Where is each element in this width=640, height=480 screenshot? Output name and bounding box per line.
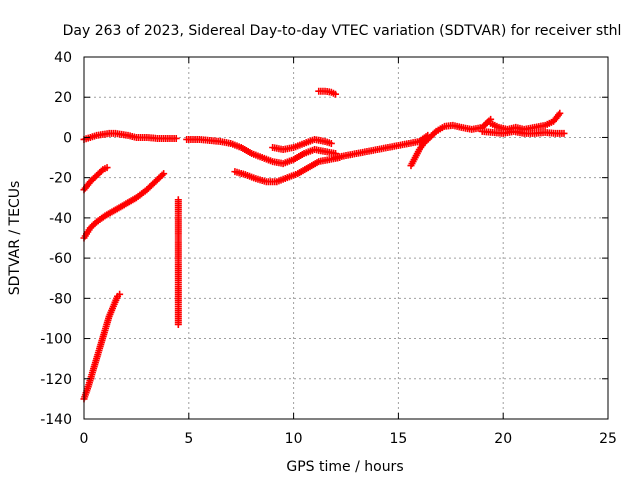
data-point [246,149,254,157]
data-point [122,131,130,139]
data-point [413,138,421,146]
data-point [92,357,100,365]
data-series [487,109,564,133]
y-tick-label: -120 [40,372,72,388]
y-tick-label: -60 [49,251,72,267]
data-point [392,142,400,150]
data-point [101,165,109,173]
x-tick-label: 0 [80,431,89,447]
data-series [269,135,335,154]
data-point [96,343,104,351]
data-point [329,89,337,97]
data-point [313,159,321,167]
data-point [83,385,91,393]
data-point [493,122,501,130]
data-point [418,141,426,149]
data-point [109,304,117,312]
y-tick-label: -100 [40,332,72,348]
grid-lines [84,57,608,419]
data-point [350,150,358,158]
data-point [170,134,178,142]
x-tick-label: 25 [599,431,617,447]
y-tick-label: -140 [40,412,72,428]
x-tick-label: 5 [184,431,193,447]
data-point [325,88,333,96]
data-point [84,134,92,142]
data-series [332,131,432,162]
data-point [298,140,306,148]
data-points [80,87,568,403]
data-series [315,87,340,98]
data-series [80,170,168,242]
data-point [323,156,331,164]
data-point [292,170,300,178]
data-point [361,148,369,156]
data-series [183,135,340,168]
data-series [80,164,111,194]
data-point [319,147,327,155]
y-tick-label: 20 [54,90,72,106]
y-tick-label: 0 [63,130,72,146]
x-tick-label: 15 [389,431,407,447]
y-tick-label: -40 [49,211,72,227]
data-series [174,196,182,328]
y-tick-label: -20 [49,171,72,187]
x-tick-label: 20 [494,431,512,447]
data-point [256,153,264,161]
data-point [174,318,182,326]
data-point [235,143,243,151]
y-axis-label: SDTVAR / TECUs [7,181,23,296]
data-point [319,137,327,145]
data-series [478,127,568,137]
data-point [85,226,93,234]
data-series [80,290,124,403]
data-point [150,179,158,187]
data-point [113,294,121,302]
data-point [158,171,166,179]
data-point [298,151,306,159]
data-point [288,156,296,164]
data-point [288,144,296,152]
plot-frame [83,56,609,420]
data-point [325,139,333,147]
data-point [267,157,275,165]
data-point [97,167,105,175]
data-point [382,144,390,152]
data-point [105,314,113,322]
data-point [558,129,566,137]
x-tick-label: 10 [285,431,303,447]
data-point [455,123,463,131]
y-tick-label: -80 [49,291,72,307]
data-point [90,132,98,140]
data-point [438,124,446,132]
data-point [476,124,484,132]
data-point [100,329,108,337]
data-point [116,290,124,298]
data-point [414,148,422,156]
data-point [539,122,547,130]
data-point [239,170,247,178]
data-point [431,129,439,137]
data-point [410,156,418,164]
data-point [371,146,379,154]
axis-ticks: 0 5 10 15 20 25 -140 -120 -100 -80 -60 -40 -20 0 20 40 [40,50,617,447]
data-point [403,140,411,148]
data-point [281,174,289,182]
chart-title: Day 263 of 2023, Sidereal Day-to-day VTE… [63,23,622,39]
x-axis-label: GPS time / hours [286,459,403,475]
y-tick-label: 40 [54,50,72,66]
data-point [250,174,258,182]
data-point [271,178,279,186]
data-point [555,111,563,119]
data-point [340,152,348,160]
data-point [88,371,96,379]
data-point [225,139,233,147]
